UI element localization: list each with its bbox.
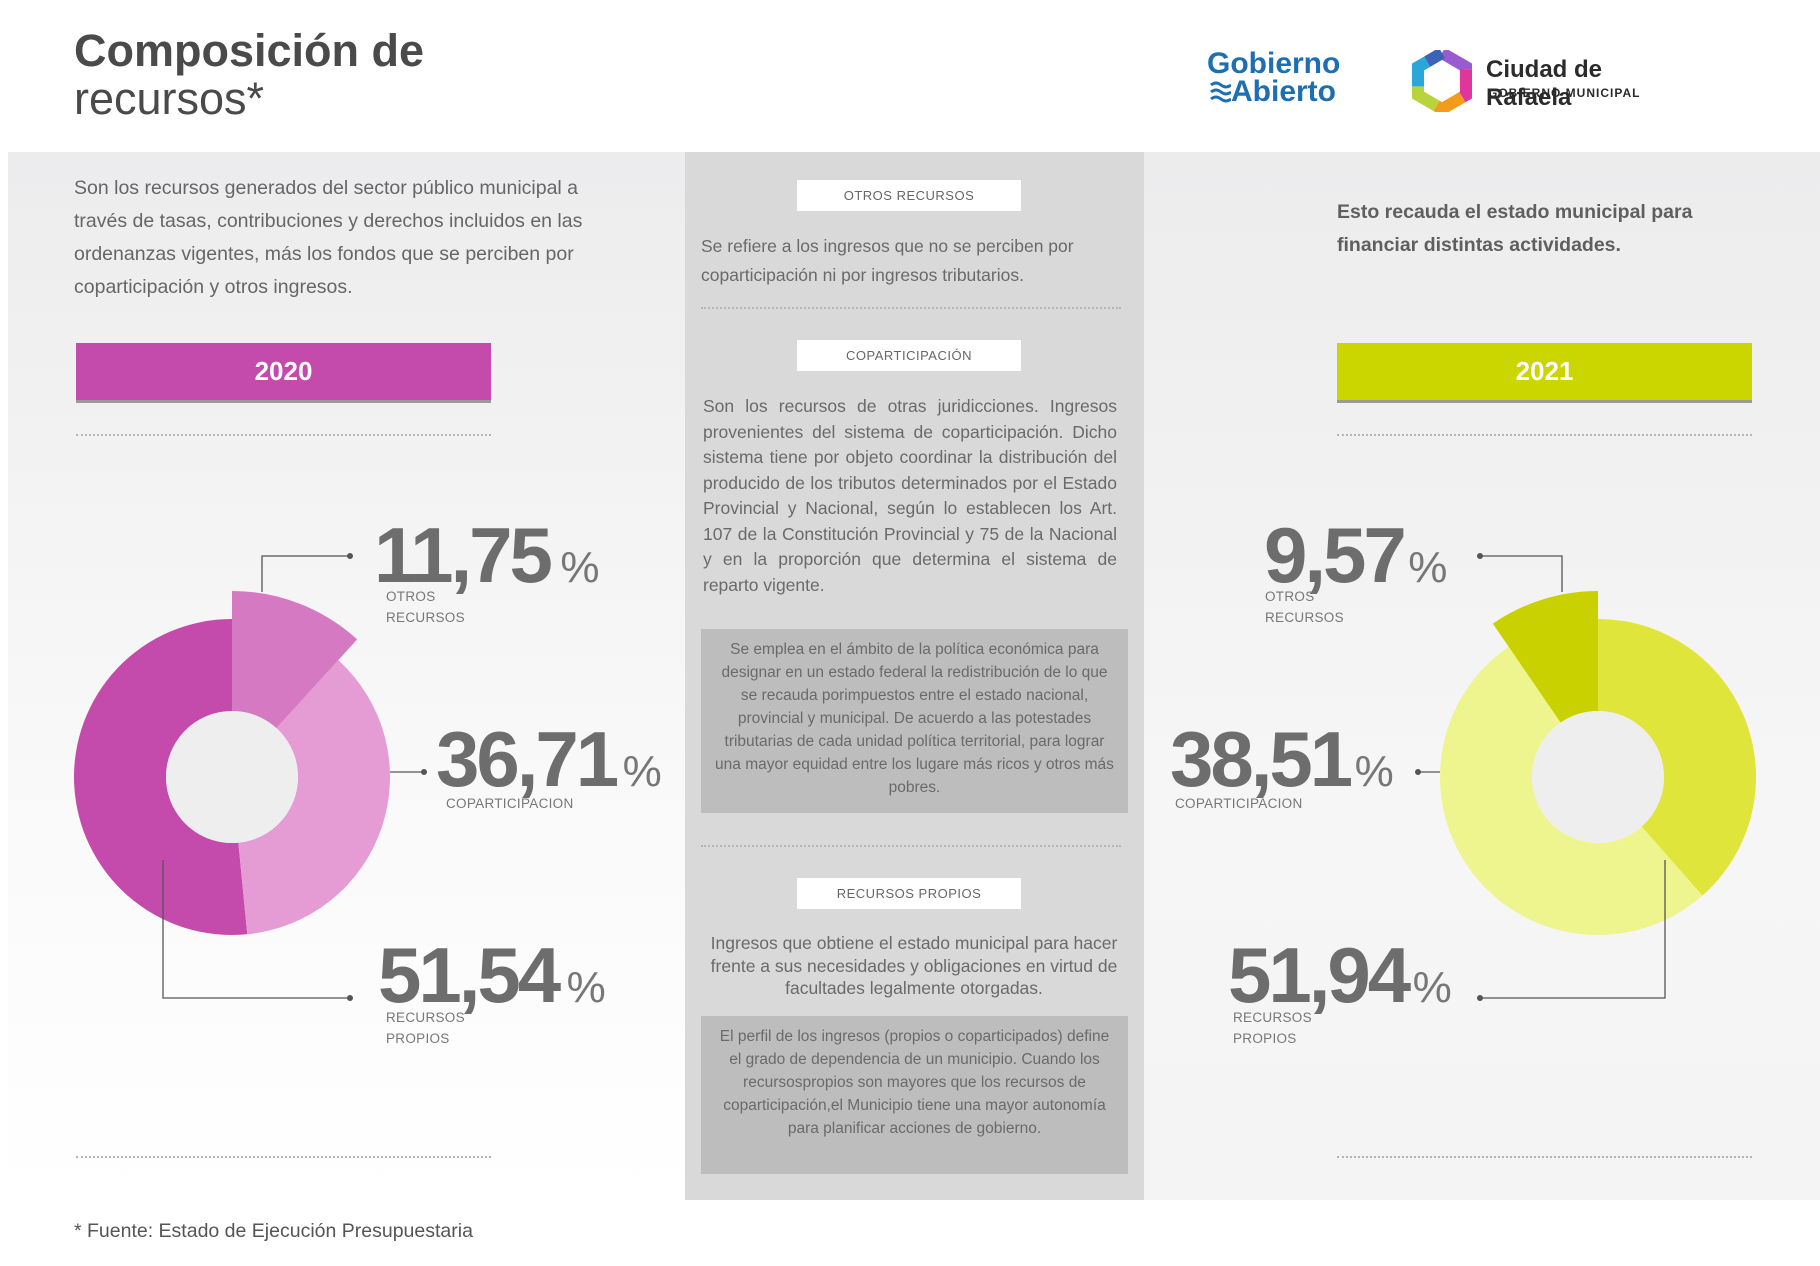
category-label: RECURSOS PROPIOS: [386, 1010, 465, 1046]
donut-chart-2020: [74, 553, 427, 1001]
category-label: COPARTICIPACION: [446, 796, 574, 811]
label-otros-recursos: OTROS RECURSOS: [797, 180, 1021, 211]
divider: [1337, 434, 1752, 436]
donut-chart-2021: [1415, 553, 1756, 1001]
recursos-propios-note: El perfil de los ingresos (propios o cop…: [701, 1016, 1128, 1174]
percent-sign: %: [1354, 747, 1394, 796]
divider: [76, 1156, 491, 1158]
donut-slice-2: [1440, 646, 1703, 935]
logo-gobierno-text: Gobierno: [1207, 47, 1341, 80]
value-copa-2021: 38,51 %: [1170, 720, 1394, 798]
leader-line-2: [1480, 860, 1666, 999]
category-label: OTROS RECURSOS: [1265, 589, 1344, 625]
logo-rafaela-subtitle: GOBIERNO MUNICIPAL: [1488, 86, 1641, 100]
percent-sign: %: [566, 963, 606, 1012]
value-propios-2020: 51,54 %: [378, 936, 606, 1014]
percent-sign: %: [1408, 543, 1448, 592]
logo-rafaela-title: Ciudad de Rafaela: [1486, 56, 1603, 111]
value-number: 38,51: [1170, 715, 1353, 803]
leader-dot-2: [1477, 995, 1483, 1001]
waves-icon: [1210, 81, 1232, 103]
divider: [701, 307, 1121, 309]
value-number: 36,71: [436, 715, 619, 803]
value-otros-2020: 11,75 %: [374, 516, 599, 594]
label-recursos-propios: RECURSOS PROPIOS: [797, 878, 1021, 909]
donut-slice-0: [1492, 591, 1598, 723]
donut-slice-1: [1598, 619, 1756, 896]
donut-hole: [1532, 711, 1664, 843]
category-label: COPARTICIPACION: [1175, 796, 1303, 811]
gobierno-abierto-logo[interactable]: Gobierno Abierto: [1207, 47, 1341, 108]
page-title: Composición de: [74, 25, 425, 76]
otros-recursos-text: Se refiere a los ingresos que no se perc…: [701, 236, 1074, 285]
year-2021-banner: 2021: [1337, 343, 1752, 403]
recursos-propios-text: Ingresos que obtiene el estado municipal…: [710, 933, 1118, 998]
coparticipacion-note: Se emplea en el ámbito de la política ec…: [701, 629, 1128, 813]
value-number: 51,94: [1228, 931, 1411, 1019]
percent-sign: %: [622, 747, 662, 796]
leader-line-0: [1480, 555, 1563, 592]
logo-abierto-text: Abierto: [1231, 75, 1336, 108]
leader-line-0: [261, 555, 350, 592]
value-otros-2021: 9,57 %: [1264, 516, 1447, 594]
ciudad-de-rafaela-logo[interactable]: Ciudad de Rafaela GOBIERNO MUNICIPAL: [1410, 50, 1680, 112]
leader-dot-2: [347, 995, 353, 1001]
leader-dot-0: [347, 553, 353, 559]
donut-slice-2: [74, 619, 248, 935]
intro-text: Son los recursos generados del sector pú…: [74, 177, 583, 298]
divider: [701, 845, 1121, 847]
donut-slice-0: [232, 591, 358, 729]
value-number: 9,57: [1264, 511, 1407, 599]
leader-dot-1: [1415, 769, 1421, 775]
label-coparticipacion: COPARTICIPACIÓN: [797, 340, 1021, 371]
percent-sign: %: [1412, 963, 1452, 1012]
donut-hole: [166, 711, 298, 843]
leader-dot-1: [421, 769, 427, 775]
category-label: RECURSOS PROPIOS: [1233, 1010, 1312, 1046]
value-copa-2020: 36,71 %: [436, 720, 662, 798]
page-subtitle: recursos*: [74, 73, 265, 124]
leader-line-2: [162, 860, 350, 999]
hexagon-logo-icon: [1412, 50, 1472, 112]
value-number: 11,75: [374, 511, 553, 599]
percent-sign: %: [560, 543, 600, 592]
year-2020-banner: 2020: [76, 343, 491, 403]
coparticipacion-text: Son los recursos de otras juridicciones.…: [703, 396, 1117, 595]
category-label: OTROS RECURSOS: [386, 589, 465, 625]
divider: [76, 434, 491, 436]
divider: [1337, 1156, 1752, 1158]
footnote: * Fuente: Estado de Ejecución Presupuest…: [74, 1220, 473, 1242]
value-number: 51,54: [378, 931, 561, 1019]
value-propios-2021: 51,94 %: [1228, 936, 1452, 1014]
donut-slice-1: [238, 660, 390, 935]
leader-dot-0: [1477, 553, 1483, 559]
intro-right-text: Esto recauda el estado municipal para fi…: [1337, 201, 1693, 256]
